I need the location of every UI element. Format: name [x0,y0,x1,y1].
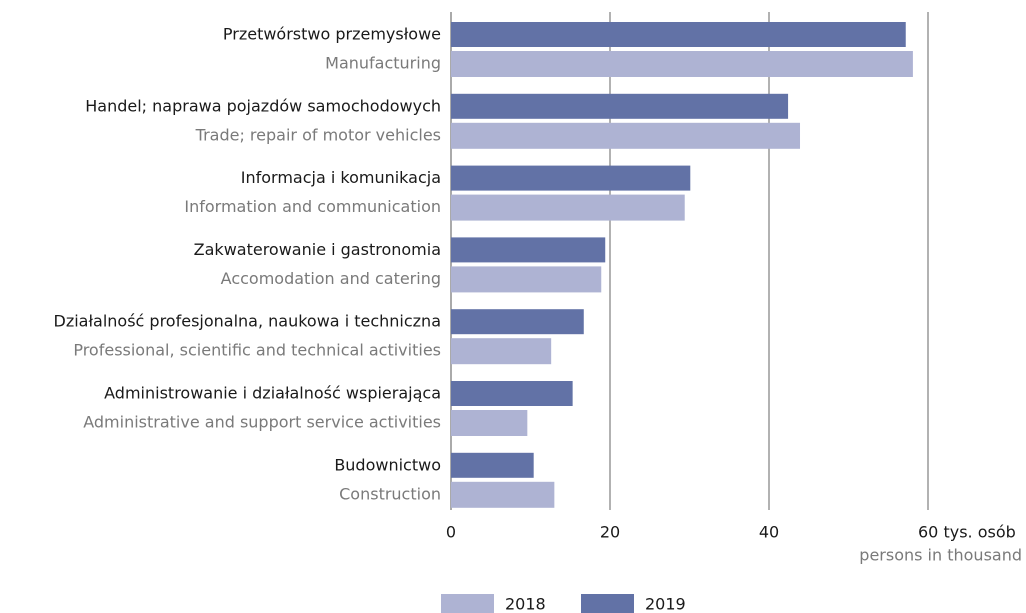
bar [451,194,685,221]
category-label-en: Construction [339,484,441,503]
category-label-en: Professional, scientific and technical a… [73,341,441,360]
category-label-en: Information and communication [184,197,441,216]
x-tick-label: 40 [759,523,779,542]
bar [451,22,906,47]
category-label: Administrowanie i działalność wspierając… [104,384,441,403]
bar [451,381,573,406]
bar [451,338,552,365]
category-label: Handel; naprawa pojazdów samochodowych [85,96,441,115]
category-label: Budownictwo [334,455,441,474]
bar [451,481,555,508]
x-tick-label: 20 [600,523,620,542]
legend-swatch [581,594,634,613]
category-label: Działalność profesjonalna, naukowa i tec… [54,312,442,331]
bar [451,309,584,335]
bar [451,122,801,149]
category-label-en: Accomodation and catering [221,269,441,288]
bar [451,93,789,119]
category-label-en: Manufacturing [325,54,441,73]
category-label-en: Administrative and support service activ… [83,413,441,432]
bar [451,51,913,77]
category-label: Przetwórstwo przemysłowe [223,25,441,44]
bar [451,452,534,478]
x-axis-label: persons in thousand [859,546,1022,565]
legend-label: 2018 [505,595,546,613]
category-label: Zakwaterowanie i gastronomia [194,240,441,259]
category-label: Informacja i komunikacja [241,168,441,187]
legend-swatch [441,594,494,613]
bar [451,266,602,293]
category-label-en: Trade; repair of motor vehicles [195,125,441,144]
x-tick-label: 0 [446,523,456,542]
x-tick-label: 60 tys. osób [918,523,1016,542]
bar [451,237,606,263]
legend-label: 2019 [645,595,686,613]
bar [451,410,528,436]
bar [451,165,691,191]
